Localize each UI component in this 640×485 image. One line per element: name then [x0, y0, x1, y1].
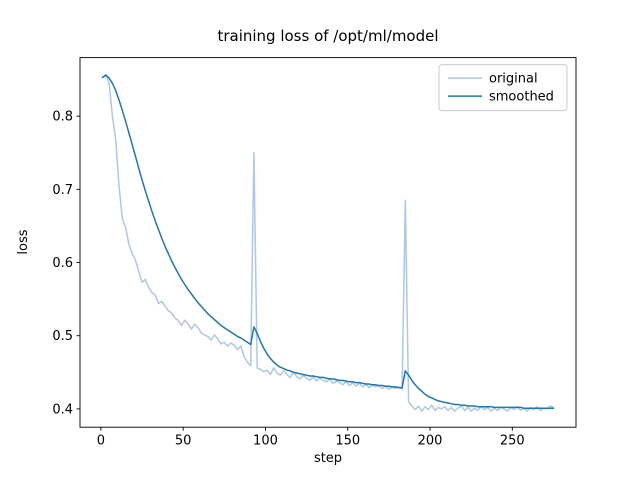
x-tick-label: 50 — [175, 434, 192, 449]
legend-label-original: original — [489, 72, 538, 87]
original-line — [101, 73, 555, 412]
y-tick-label: 0.4 — [52, 402, 73, 417]
y-tick-label: 0.6 — [52, 256, 73, 271]
x-axis-label: step — [314, 451, 342, 466]
x-tick-label: 200 — [418, 434, 443, 449]
x-tick-label: 0 — [97, 434, 105, 449]
smoothed-line — [101, 74, 555, 409]
y-tick-label: 0.8 — [52, 110, 73, 125]
y-tick-label: 0.7 — [52, 183, 73, 198]
x-tick-label: 100 — [253, 434, 278, 449]
y-tick-label: 0.5 — [52, 329, 73, 344]
x-tick-label: 150 — [335, 434, 360, 449]
x-tick-label: 250 — [500, 434, 525, 449]
y-axis-label: loss — [16, 229, 31, 254]
legend-box — [438, 64, 568, 112]
plot-border — [79, 57, 577, 428]
chart-title: training loss of /opt/ml/model — [217, 27, 438, 45]
legend-label-smoothed: smoothed — [489, 90, 554, 105]
